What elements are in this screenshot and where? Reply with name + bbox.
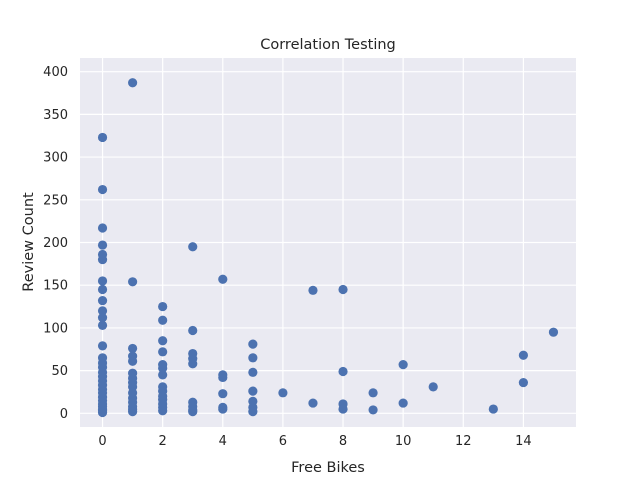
y-axis-label: Review Count <box>21 192 37 292</box>
x-tick-label: 10 <box>395 434 412 449</box>
data-point <box>97 284 108 295</box>
data-point <box>308 285 318 295</box>
data-point <box>218 389 228 399</box>
data-point <box>188 359 198 369</box>
data-point <box>338 284 348 295</box>
data-points <box>97 78 559 418</box>
y-tick-label: 350 <box>43 108 68 123</box>
data-point <box>97 313 108 323</box>
data-point <box>97 276 108 286</box>
data-point <box>158 370 168 380</box>
data-point <box>97 254 108 265</box>
data-point <box>158 336 168 346</box>
data-point <box>188 242 198 252</box>
data-point <box>218 372 228 383</box>
data-point <box>548 327 559 337</box>
data-point <box>248 367 258 377</box>
data-point <box>368 388 378 398</box>
chart-title: Correlation Testing <box>260 37 396 53</box>
data-point <box>338 366 348 377</box>
data-point <box>398 398 408 408</box>
data-point <box>278 388 288 398</box>
data-point <box>218 404 228 414</box>
data-point <box>248 386 258 396</box>
x-tick-label: 0 <box>98 434 106 449</box>
data-point <box>97 184 108 195</box>
data-point <box>158 301 168 312</box>
y-tick-label: 250 <box>43 193 68 208</box>
data-point <box>128 277 138 287</box>
x-tick-label: 2 <box>159 434 167 449</box>
data-point <box>158 315 168 325</box>
data-point <box>338 404 348 414</box>
y-tick-label: 400 <box>43 65 68 80</box>
y-tick-label: 0 <box>60 407 68 422</box>
data-point <box>97 306 108 316</box>
x-axis-ticks: 0 2 4 6 8 10 12 14 <box>98 434 531 449</box>
data-point <box>218 274 228 284</box>
data-point <box>308 398 318 408</box>
data-point <box>488 404 498 414</box>
y-tick-label: 50 <box>51 364 68 379</box>
data-point <box>158 406 168 416</box>
data-point <box>97 407 108 418</box>
data-point <box>368 405 378 415</box>
y-tick-label: 200 <box>43 236 68 251</box>
x-tick-label: 4 <box>219 434 227 449</box>
data-point <box>518 377 528 388</box>
data-point <box>128 356 138 366</box>
data-point <box>188 325 198 336</box>
data-point <box>248 407 258 417</box>
y-tick-label: 150 <box>43 279 68 294</box>
data-point <box>97 240 108 250</box>
y-axis-ticks: 0 50 100 150 200 250 300 350 400 <box>43 65 68 422</box>
data-point <box>248 353 258 363</box>
data-point <box>128 78 138 88</box>
data-point <box>97 132 108 143</box>
y-tick-label: 300 <box>43 151 68 166</box>
data-point <box>128 343 138 354</box>
data-point <box>158 347 168 357</box>
data-point <box>97 320 108 330</box>
x-tick-label: 14 <box>515 434 532 449</box>
x-tick-label: 12 <box>455 434 472 449</box>
data-point <box>398 360 408 370</box>
data-point <box>188 407 198 417</box>
x-tick-label: 6 <box>279 434 287 449</box>
data-point <box>428 382 438 392</box>
data-point <box>97 295 108 306</box>
data-point <box>158 363 168 373</box>
data-point <box>128 407 138 417</box>
x-tick-label: 8 <box>339 434 347 449</box>
data-point <box>518 350 528 360</box>
data-point <box>248 339 258 349</box>
data-point <box>97 223 108 233</box>
data-point <box>97 341 108 351</box>
x-axis-label: Free Bikes <box>291 460 365 476</box>
y-tick-label: 100 <box>43 321 68 336</box>
